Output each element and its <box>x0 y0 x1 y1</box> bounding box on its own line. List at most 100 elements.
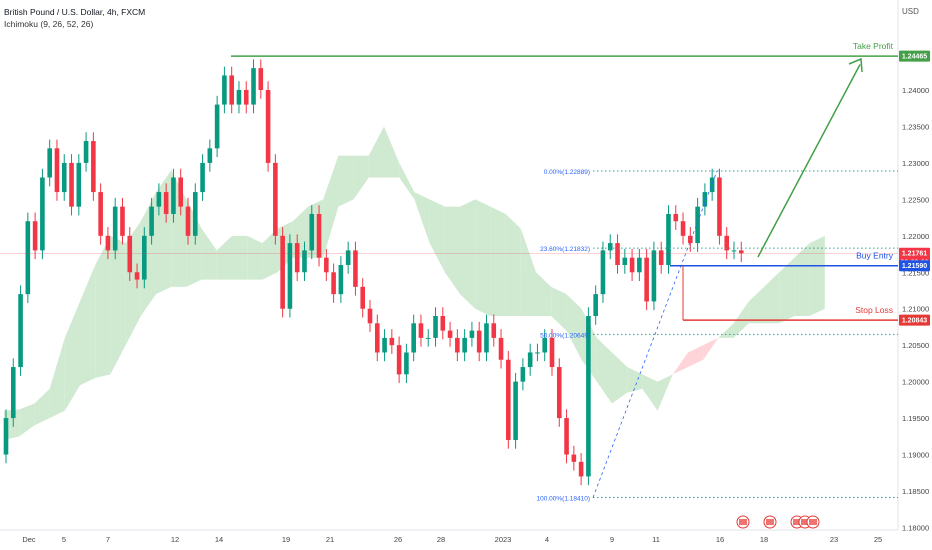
candle-body <box>367 308 373 324</box>
candle-body <box>258 68 264 90</box>
candle-body <box>411 323 416 353</box>
candle-body <box>578 461 584 477</box>
candle-body <box>76 162 82 207</box>
x-tick-label: 16 <box>716 535 724 544</box>
candle-body <box>287 243 293 309</box>
candle-body <box>535 352 540 354</box>
ichimoku-cloud-segment <box>399 162 415 200</box>
candle-body <box>120 206 125 236</box>
candle-body <box>622 257 628 265</box>
ichimoku-cloud-segment <box>262 228 278 280</box>
candle-body <box>731 250 737 252</box>
buy-entry-label: Buy Entry <box>856 251 894 261</box>
ichimoku-cloud-segment <box>323 155 339 258</box>
x-tick-label: 23 <box>830 535 838 544</box>
ichimoku-cloud-segment <box>247 235 263 280</box>
ichimoku-cloud-segment <box>809 235 825 317</box>
candle-body <box>433 316 438 338</box>
ichimoku-cloud-segment <box>64 301 80 411</box>
ichimoku-cloud-segment <box>764 272 780 324</box>
x-tick-label: 2023 <box>495 535 512 544</box>
candle-body <box>134 272 140 280</box>
y-tick-label: 1.22500 <box>902 195 929 204</box>
candle-body <box>389 337 395 346</box>
candle-body <box>564 418 569 455</box>
y-tick-label: 1.23500 <box>902 122 929 131</box>
stop-loss-label: Stop Loss <box>855 305 893 315</box>
ichimoku-cloud-segment <box>718 323 734 338</box>
buy-entry-tag <box>899 260 930 272</box>
us-flag-stripes <box>801 519 809 525</box>
ichimoku-cloud-segment <box>110 235 126 375</box>
ichimoku-cloud-segment <box>490 206 506 317</box>
candle-body <box>491 323 497 338</box>
candle-body <box>404 352 409 375</box>
candle-body <box>629 257 635 273</box>
y-tick-label: 1.20500 <box>902 341 929 350</box>
candle-body <box>520 367 526 382</box>
x-tick-label: 7 <box>106 535 110 544</box>
x-tick-label: 18 <box>760 535 768 544</box>
x-tick-label: 28 <box>437 535 445 544</box>
ichimoku-cloud-segment <box>703 337 719 360</box>
candle-body <box>717 177 722 236</box>
ichimoku-cloud-segment <box>475 199 491 317</box>
candle-body <box>651 250 657 302</box>
candle-body <box>156 192 162 207</box>
ichimoku-cloud-segment <box>201 228 217 280</box>
y-tick-label: 1.18000 <box>902 523 929 532</box>
ichimoku-cloud-segment <box>748 286 764 324</box>
y-tick-label: 1.22000 <box>902 232 929 241</box>
candle-body <box>462 337 467 353</box>
y-tick-label: 1.19500 <box>902 414 929 423</box>
x-tick-label: 19 <box>282 535 290 544</box>
y-tick-label: 1.24000 <box>902 86 929 95</box>
candle-body <box>513 381 518 440</box>
y-tick-label: 1.19000 <box>902 451 929 460</box>
candle-body <box>47 148 52 178</box>
candle-body <box>593 294 598 317</box>
fib-level-label: 50.00%(1.20649) <box>540 332 590 339</box>
candle-body <box>54 148 60 193</box>
ichimoku-cloud-segment <box>80 264 96 386</box>
y-tick-label: 1.18500 <box>902 487 929 496</box>
y-tick-label: 1.23000 <box>902 159 929 168</box>
ichimoku-cloud-segment <box>520 228 536 317</box>
x-tick-label: 12 <box>171 535 179 544</box>
candle-body <box>83 141 89 163</box>
fib-level-label: 100.00%(1.18410) <box>537 496 591 503</box>
ichimoku-cloud-segment <box>672 352 688 375</box>
candle-body <box>214 104 220 149</box>
candle-body <box>476 330 482 353</box>
ichimoku-cloud-segment <box>505 213 521 317</box>
candle-body <box>360 286 366 309</box>
candle-body <box>171 177 176 214</box>
us-flag-stripes <box>739 519 747 525</box>
candle-body <box>32 221 38 251</box>
x-tick-label: 9 <box>610 535 614 544</box>
candle-body <box>25 221 31 295</box>
candle-body <box>680 221 686 236</box>
candle-body <box>294 243 300 273</box>
candle-body <box>571 454 577 462</box>
fib-level-label: 23.60%(1.21832) <box>540 246 590 253</box>
stop-loss-tag <box>899 314 930 326</box>
take-profit-tag-text: 1.24465 <box>902 54 927 61</box>
candle-body <box>556 367 562 419</box>
candle-body <box>549 337 555 368</box>
candle-body <box>185 206 191 236</box>
candle-body <box>40 177 45 251</box>
candle-body <box>243 90 249 105</box>
candle-body <box>149 206 154 236</box>
candle-body <box>142 235 147 280</box>
y-tick-label: 1.20000 <box>902 378 929 387</box>
ichimoku-cloud-segment <box>612 352 628 404</box>
candle-body <box>316 213 322 258</box>
candle-body <box>607 243 613 251</box>
candle-body <box>688 235 693 244</box>
candle-body <box>3 418 9 455</box>
ichimoku-cloud-segment <box>642 374 658 411</box>
candle-body <box>207 148 213 163</box>
ichimoku-cloud-segment <box>34 388 50 426</box>
